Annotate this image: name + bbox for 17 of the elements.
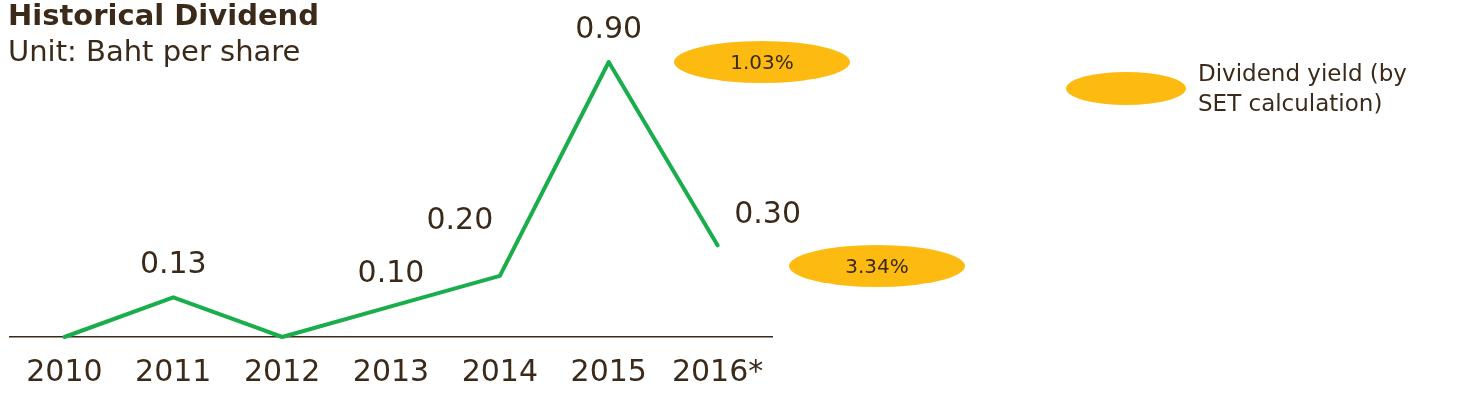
- text: 3.34%: [845, 254, 909, 278]
- x-tick-label: 2010: [26, 352, 103, 388]
- data-label: 0.90: [575, 9, 643, 45]
- data-label: 0.20: [426, 200, 494, 236]
- text: Dividend yield (by SET calculation): [1198, 59, 1408, 118]
- x-tick-label: 2016*: [671, 352, 764, 388]
- annotation: 1.03%: [730, 50, 794, 74]
- x-tick-label: 2011: [135, 352, 212, 388]
- chart-subtitle: Unit: Baht per share: [8, 34, 301, 68]
- data-label: 0.30: [734, 195, 801, 231]
- data-label: 0.13: [139, 245, 207, 281]
- x-tick-label: 2013: [352, 352, 430, 388]
- x-tick-label: 2015: [570, 352, 647, 388]
- x-tick-label: 2014: [461, 352, 539, 388]
- chart-title: Historical Dividend: [8, 0, 319, 32]
- data-label: 0.10: [357, 254, 425, 290]
- x-tick-label: 2012: [243, 352, 321, 388]
